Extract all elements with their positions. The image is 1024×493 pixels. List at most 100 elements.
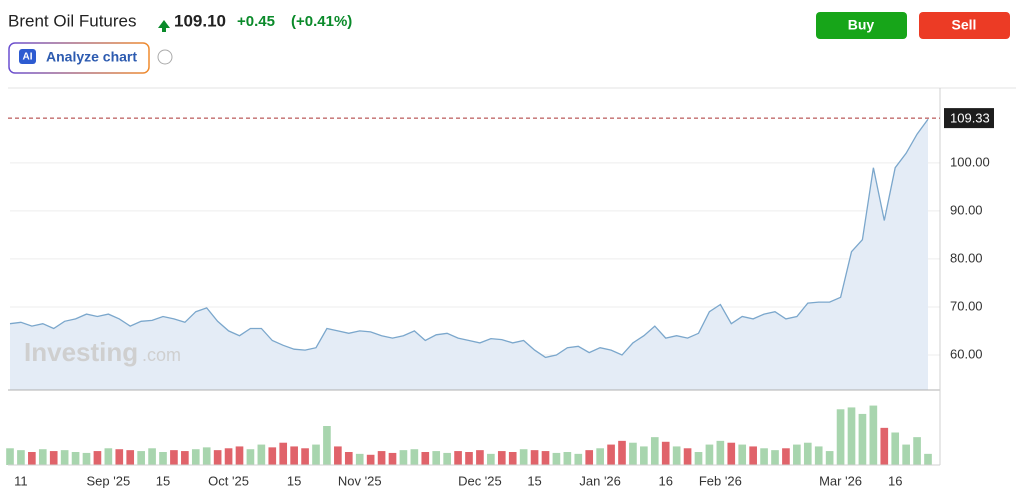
volume-bar: [323, 426, 331, 465]
volume-bar: [683, 448, 692, 465]
price-line: [9, 118, 929, 359]
volume-bar: [82, 452, 91, 465]
volume-bar: [432, 451, 441, 465]
volume-bar: [891, 432, 900, 465]
volume-bar: [847, 407, 856, 465]
ai-icon-text: AI: [23, 52, 33, 63]
x-tick-label: 16: [658, 473, 672, 488]
volume-bar: [301, 448, 309, 465]
volume-bar: [749, 446, 757, 465]
volume-bar: [443, 452, 451, 465]
analyze-button[interactable]: [8, 42, 150, 74]
volume-bar: [312, 444, 320, 465]
volume-bar: [28, 452, 36, 465]
volume-bar: [344, 452, 353, 465]
volume-bar: [487, 453, 495, 465]
y-tick-label: 80.00: [950, 250, 983, 265]
volume-bar: [355, 453, 364, 465]
price-area: [10, 119, 928, 390]
volume-bar: [902, 444, 910, 465]
volume-bar: [104, 448, 113, 465]
instrument-title: Brent Oil Futures: [8, 11, 137, 30]
x-tick-label: 15: [527, 473, 541, 488]
volume-bar: [793, 444, 801, 465]
volume-bar: [366, 454, 375, 465]
volume-bar: [159, 452, 167, 465]
volume-bar: [6, 448, 14, 465]
current-price-box: [944, 108, 994, 129]
volume-bar: [869, 405, 878, 465]
volume-bar: [148, 448, 156, 465]
current-price-label: 109.33: [950, 111, 990, 126]
x-tick-label: Dec '25: [458, 473, 502, 488]
volume-bar: [629, 442, 637, 465]
volume-bar: [476, 450, 484, 465]
volume-bar: [279, 442, 288, 465]
volume-bar: [334, 446, 342, 465]
volume-bar: [126, 450, 135, 465]
volume-bar: [738, 444, 747, 465]
volume-bar: [191, 449, 200, 465]
volume-bar: [202, 447, 211, 465]
volume-bar: [93, 451, 102, 465]
volume-bar: [137, 451, 145, 465]
price: 109.10: [174, 11, 226, 30]
volume-bar: [716, 440, 725, 465]
volume-bar: [727, 442, 736, 465]
buy-button[interactable]: [816, 12, 907, 39]
ai-icon: [19, 49, 36, 64]
x-tick-label: Oct '25: [208, 473, 249, 488]
volume-bar: [618, 440, 626, 465]
volume-bar: [235, 446, 244, 465]
volume-bar: [607, 444, 615, 465]
volume-bar: [640, 446, 648, 465]
volume-bar: [596, 448, 604, 465]
x-tick-label: 16: [888, 473, 902, 488]
volume-bar: [552, 452, 561, 465]
volume-bar: [257, 444, 266, 465]
watermark-suffix: .com: [142, 345, 181, 365]
volume-bar: [213, 450, 222, 465]
volume-bar: [170, 450, 178, 465]
change-pct: (+0.41%): [291, 13, 352, 30]
volume-bar: [224, 448, 233, 465]
y-tick-label: 60.00: [950, 346, 983, 361]
y-tick-label: 100.00: [950, 154, 990, 169]
volume-bar: [782, 448, 790, 465]
volume-bar: [377, 451, 386, 465]
volume-bar: [388, 452, 397, 465]
volume-bar: [399, 450, 408, 465]
x-tick-label: 15: [156, 473, 170, 488]
x-tick-label: Feb '26: [699, 473, 742, 488]
volume-bar: [71, 452, 80, 465]
analyze-label: Analyze chart: [46, 49, 137, 65]
volume-bar: [661, 441, 670, 465]
volume-bar: [858, 413, 867, 465]
volume-bar: [650, 437, 659, 465]
volume-bar: [771, 450, 779, 465]
volume-bar: [694, 452, 703, 465]
info-icon[interactable]: [157, 49, 173, 65]
sell-label: Sell: [952, 17, 977, 33]
volume-bar: [924, 453, 932, 465]
volume-bar: [530, 450, 539, 465]
volume-bar: [760, 448, 768, 465]
volume-bar: [519, 449, 528, 465]
up-arrow: [158, 20, 170, 32]
x-tick-label: Nov '25: [338, 473, 382, 488]
volume-bar: [836, 409, 845, 465]
volume-bar: [454, 451, 462, 465]
volume-bar: [585, 450, 594, 465]
volume-bar: [115, 449, 124, 465]
sell-button[interactable]: [919, 12, 1010, 39]
volume-bar: [913, 437, 921, 465]
volume-bar: [181, 451, 189, 465]
volume-bar: [814, 446, 823, 465]
volume-bar: [880, 427, 889, 465]
volume-bar: [497, 451, 506, 465]
volume-bar: [17, 450, 25, 465]
volume-bar: [38, 449, 47, 465]
x-tick-label: Mar '26: [819, 473, 862, 488]
volume-bar: [465, 452, 473, 465]
